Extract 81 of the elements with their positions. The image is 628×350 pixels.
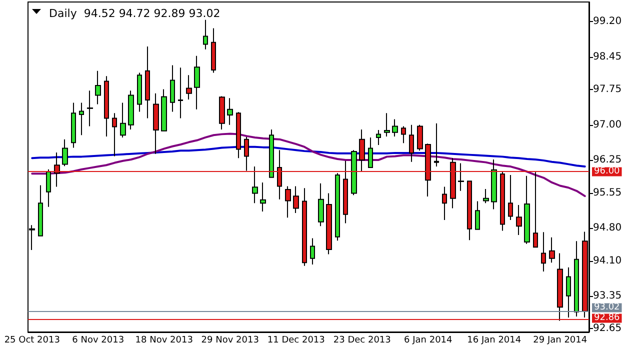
candlestick <box>318 182 324 227</box>
candlestick <box>38 184 43 236</box>
candlestick <box>161 88 167 132</box>
candlestick <box>475 200 480 230</box>
line-series <box>31 146 586 168</box>
candlestick <box>293 186 299 214</box>
candlestick <box>401 126 406 144</box>
candlestick <box>112 112 117 157</box>
y-tick-label: 99.20 <box>593 16 622 28</box>
ref-line-label: 96.00 <box>594 166 620 177</box>
candlestick <box>376 129 381 146</box>
candlestick <box>104 76 109 138</box>
candlestick <box>153 92 159 154</box>
candlestick <box>211 28 216 74</box>
candlestick <box>467 180 472 241</box>
candlestick <box>170 64 175 112</box>
candlestick <box>87 90 93 127</box>
candlestick <box>516 204 522 236</box>
candlestick <box>491 159 497 210</box>
x-tick-label: 29 Nov 2013 <box>201 336 259 346</box>
candlestick <box>186 74 192 100</box>
candlestick <box>335 172 340 242</box>
candlestick <box>574 240 579 318</box>
candlestick <box>524 175 530 244</box>
y-tick-label: 96.25 <box>593 154 622 166</box>
candlestick <box>302 188 307 266</box>
candlestick <box>219 96 225 130</box>
candlestick <box>260 182 266 212</box>
candlestick <box>541 232 546 272</box>
ref-line-label: 92.86 <box>594 313 620 324</box>
x-tick-label: 6 Nov 2013 <box>72 336 124 346</box>
y-tick-label: 93.35 <box>593 290 622 302</box>
candlestick <box>310 238 315 265</box>
candlestick <box>203 19 208 50</box>
candlestick <box>549 236 555 264</box>
x-tick-label: 11 Dec 2013 <box>267 336 325 346</box>
candlestick <box>252 166 258 204</box>
x-tick-label: 23 Dec 2013 <box>333 336 391 346</box>
candlestick <box>46 168 51 208</box>
candlestick <box>351 150 357 196</box>
candlestick <box>434 122 439 168</box>
x-tick-label: 16 Jan 2014 <box>467 336 522 346</box>
candlestick <box>384 112 390 138</box>
candlestick <box>483 188 489 204</box>
candlestick <box>508 174 513 220</box>
text: Daily 94.52 94.72 92.89 93.02 <box>49 7 220 20</box>
candlestick <box>458 162 464 192</box>
candlestick <box>137 72 142 112</box>
y-tick-label: 97.75 <box>593 84 622 96</box>
y-tick-label: 95.55 <box>593 187 622 198</box>
candlestick <box>79 102 84 136</box>
candlestick <box>95 70 101 105</box>
y-tick-label: 92.65 <box>593 323 622 334</box>
candlestick <box>417 124 423 152</box>
x-tick-label: 18 Nov 2013 <box>135 336 193 346</box>
candlestick <box>269 129 274 178</box>
line-series <box>31 132 586 198</box>
candlestick <box>178 67 183 119</box>
candlestick <box>368 136 373 168</box>
candlestick <box>128 90 134 130</box>
candlestick <box>392 118 398 138</box>
candlestick <box>227 98 233 126</box>
candlestick <box>285 186 291 218</box>
candlestick <box>566 266 571 318</box>
ref-line-label: 93.02 <box>594 302 620 313</box>
candlestick <box>194 55 200 110</box>
candlestick <box>62 138 68 167</box>
y-tick-label: 94.10 <box>593 255 622 266</box>
y-tick-label: 97.00 <box>593 119 622 130</box>
candlestick <box>409 124 414 162</box>
x-tick-label: 29 Jan 2014 <box>533 336 588 346</box>
candlestick <box>442 186 447 220</box>
candlestick <box>236 112 241 159</box>
y-tick-label: 98.45 <box>593 51 622 62</box>
y-tick-label: 94.80 <box>593 222 622 234</box>
candlestick <box>145 46 150 119</box>
x-tick-label: 25 Oct 2013 <box>4 336 60 346</box>
candlestick <box>120 102 126 138</box>
x-tick-label: 6 Jan 2014 <box>404 336 453 346</box>
candlestick <box>326 192 332 255</box>
candlestick <box>71 102 76 148</box>
